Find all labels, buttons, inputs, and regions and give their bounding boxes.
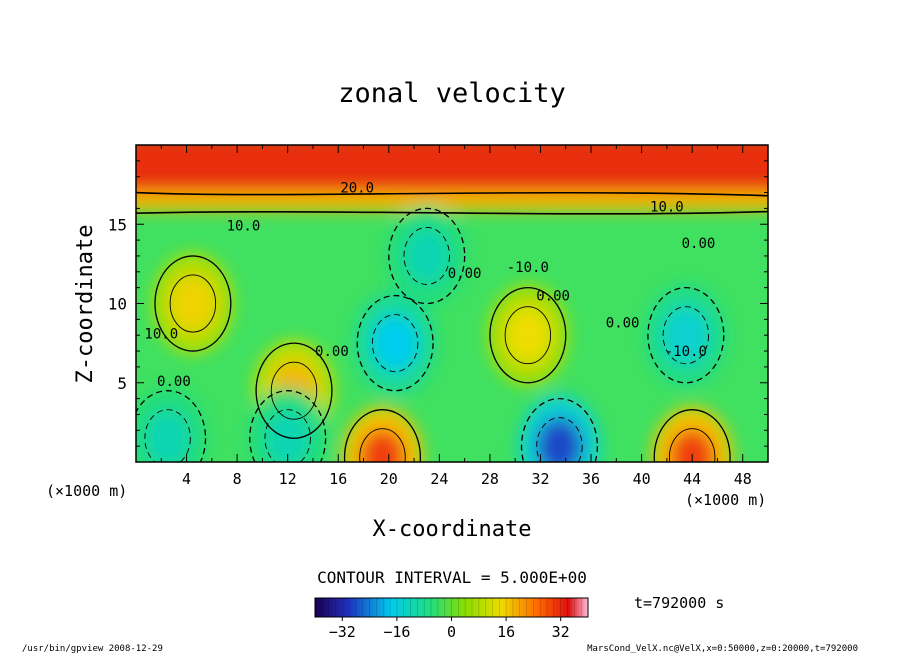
colorbar-stripes (314, 598, 589, 617)
contour-jet-lower (136, 210, 768, 215)
field-max-core-8 (360, 429, 405, 462)
x-tick-label-2: 12 (279, 470, 297, 488)
x-tick-label-3: 16 (329, 470, 347, 488)
chart-title: zonal velocity (338, 78, 566, 109)
colorbar-tick-label-2: 0 (447, 623, 456, 641)
field-max-core-1 (170, 275, 216, 332)
contour-max-9-0 (653, 409, 731, 462)
contour-min-11-1 (403, 226, 450, 285)
contour-min-10-0 (249, 390, 327, 462)
contour-label-5: 0.00 (536, 288, 570, 304)
field-min-core-6 (537, 418, 582, 462)
field-max-core-5 (505, 307, 551, 364)
x-tick-label-8: 36 (582, 470, 600, 488)
contour-min-6-1 (536, 417, 583, 462)
contour-max-1-0 (154, 255, 232, 352)
contour-label-11: 0.00 (157, 374, 191, 390)
contour-max-8-1 (359, 428, 406, 462)
contour-max-2-1 (270, 361, 318, 420)
x-tick-label-9: 40 (633, 470, 651, 488)
contour-max-2-0 (255, 342, 333, 439)
contour-label-6: 10.0 (144, 326, 178, 342)
contour-min-7-0 (136, 390, 207, 462)
y-tick-label-2: 15 (108, 215, 127, 234)
y-axis-ticks: 5 10 15 (108, 160, 768, 447)
contour-lines (136, 191, 768, 462)
x-axis-label: X-coordinate (373, 517, 532, 542)
x-tick-label-11: 48 (734, 470, 752, 488)
contour-min-7-1 (144, 409, 191, 462)
footer-right: MarsCond_VelX.nc@VelX,x=0:50000,z=0:2000… (587, 644, 858, 654)
contour-min-3-1 (371, 314, 419, 373)
contour-label-7: 0.00 (315, 344, 349, 360)
contour-min-10-1 (264, 409, 311, 462)
jet-region (136, 145, 768, 193)
x-tick-label-5: 24 (430, 470, 448, 488)
contour-labels: 20.0 10.0 10.0 0.00 0.00 0.00 10.0 0.00 0.00 -10.… (144, 181, 715, 390)
x-axis-ticks: 4 8 12 16 20 24 28 32 36 40 44 48 (160, 145, 752, 488)
colorbar-tick-label-3: 16 (497, 623, 515, 641)
y-axis-unit: (×1000 m) (46, 482, 127, 500)
contour-min-6-0 (520, 397, 598, 462)
colorbar-ticks: −32 −16 0 16 32 (329, 617, 570, 641)
footer-left: /usr/bin/gpview 2008-12-29 (22, 644, 163, 654)
time-label: t=792000 s (634, 594, 724, 612)
contour-interval-text: CONTOUR INTERVAL = 5.000E+00 (317, 568, 587, 587)
x-tick-label-4: 20 (380, 470, 398, 488)
y-tick-label-0: 5 (117, 374, 127, 393)
field-shading (136, 145, 768, 462)
contour-label-3: 0.00 (682, 236, 716, 252)
y-tick-label-1: 10 (108, 295, 127, 314)
contour-label-10: -10.0 (507, 260, 549, 276)
contour-label-9: -10.0 (665, 344, 707, 360)
contour-max-8-0 (343, 409, 422, 462)
contour-max-1-1 (169, 274, 217, 333)
contour-min-4-1 (662, 306, 710, 365)
x-tick-label-7: 32 (531, 470, 549, 488)
field-min-core-7 (145, 410, 190, 462)
y-axis-label: Z-coordinate (73, 225, 98, 384)
contour-label-0: 20.0 (340, 181, 374, 197)
contour-min-3-0 (356, 294, 434, 392)
x-tick-label-6: 28 (481, 470, 499, 488)
x-axis-unit: (×1000 m) (685, 491, 766, 509)
jet-flank (136, 190, 768, 211)
field-min-core-4 (663, 307, 709, 364)
field-min-core-10 (265, 410, 310, 462)
contour-label-4: 0.00 (448, 266, 482, 282)
contour-label-2: 10.0 (227, 219, 261, 235)
contour-min-11-0 (388, 207, 466, 305)
contour-max-9-1 (668, 428, 716, 462)
colorbar: −32 −16 0 16 32 (314, 597, 589, 641)
contour-jet-base (136, 191, 768, 197)
contour-max-5-0 (489, 287, 567, 384)
x-tick-label-10: 44 (683, 470, 701, 488)
field-min-core-11 (404, 228, 449, 284)
contour-label-8: 0.00 (606, 315, 640, 331)
contour-min-4-0 (647, 287, 725, 384)
colorbar-tick-label-4: 32 (552, 623, 570, 641)
x-tick-label-1: 8 (233, 470, 242, 488)
x-tick-label-0: 4 (182, 470, 191, 488)
plot-area: 20.0 10.0 10.0 0.00 0.00 0.00 10.0 0.00 0.00 -10.… (108, 144, 769, 488)
field-max-core-9 (669, 429, 715, 462)
colorbar-tick-label-0: −32 (329, 623, 356, 641)
contour-label-1: 10.0 (650, 200, 684, 216)
field-min-core-3 (372, 315, 418, 372)
contour-max-5-1 (504, 306, 552, 365)
colorbar-tick-label-1: −16 (383, 623, 410, 641)
